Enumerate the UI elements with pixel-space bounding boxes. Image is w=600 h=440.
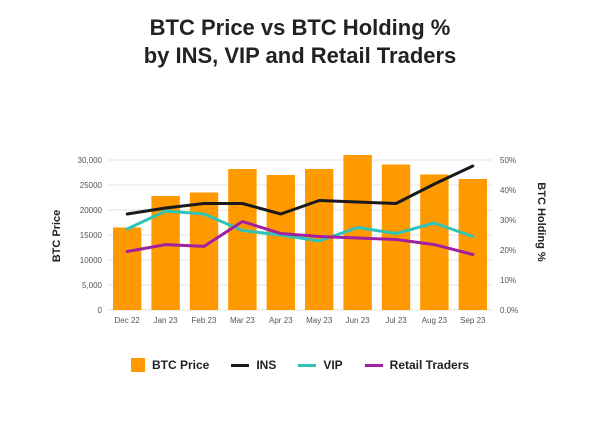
- chart-title-line1: BTC Price vs BTC Holding %: [149, 15, 451, 40]
- x-tick-label: Apr 23: [269, 316, 293, 325]
- left-tick-label: 0: [98, 306, 103, 315]
- right-tick-label: 10%: [500, 276, 516, 285]
- legend-swatch-retail: [364, 363, 383, 367]
- legend: BTC Price INS VIP Retail Traders: [0, 358, 600, 372]
- legend-label-vip: VIP: [323, 358, 343, 372]
- bar-btc-price: [381, 164, 411, 310]
- chart-title-line2: by INS, VIP and Retail Traders: [143, 43, 457, 68]
- bar-btc-price: [189, 192, 219, 310]
- left-tick-label: 10000: [80, 256, 103, 265]
- x-tick-label: Aug 23: [422, 316, 448, 325]
- bar-btc-price: [228, 169, 257, 310]
- x-tick-label: Jul 23: [385, 316, 407, 325]
- x-tick-label: Sep 23: [460, 316, 486, 325]
- legend-item-btc-price: BTC Price: [130, 358, 210, 372]
- right-tick-label: 20%: [500, 246, 516, 255]
- right-tick-label: 30%: [500, 216, 516, 225]
- left-tick-label: 30,000: [78, 156, 103, 165]
- x-tick-label: Dec 22: [115, 316, 141, 325]
- left-axis-title: BTC Price: [51, 210, 63, 263]
- bar-btc-price: [343, 155, 372, 310]
- line-vip: [125, 209, 475, 243]
- legend-swatch-btc-price: [130, 358, 145, 372]
- lines: [125, 164, 475, 256]
- left-tick-label: 15000: [80, 231, 103, 240]
- x-tick-label: Jan 23: [154, 316, 179, 325]
- bar-btc-price: [458, 179, 488, 310]
- tick-labels: 0 5,000 10000 15000 20000 25000 30,000 0.0% 10% 2…: [78, 156, 519, 325]
- legend-label-btc-price: BTC Price: [151, 358, 210, 372]
- legend-item-ins: INS: [231, 358, 276, 372]
- legend-swatch-ins: [231, 363, 250, 367]
- legend-item-retail: Retail Traders: [364, 358, 470, 372]
- right-tick-label: 50%: [500, 156, 516, 165]
- left-tick-label: 5,000: [82, 281, 103, 290]
- chart-title: BTC Price vs BTC Holding % by INS, VIP a…: [0, 14, 600, 70]
- right-tick-label: 40%: [500, 186, 516, 195]
- bar-btc-price: [112, 227, 142, 310]
- right-tick-label: 0.0%: [500, 306, 518, 315]
- line-retail-traders: [125, 220, 475, 256]
- x-tick-label: May 23: [306, 316, 333, 325]
- bar-btc-price: [266, 175, 296, 310]
- left-tick-label: 20000: [80, 206, 103, 215]
- legend-item-vip: VIP: [298, 358, 343, 372]
- x-tick-label: Feb 23: [192, 316, 217, 325]
- legend-label-ins: INS: [256, 358, 277, 372]
- left-tick-label: 25000: [80, 181, 103, 190]
- right-axis-title: BTC Holding %: [535, 182, 547, 262]
- bars: [112, 155, 488, 310]
- legend-label-retail: Retail Traders: [389, 358, 470, 372]
- legend-swatch-vip: [298, 363, 317, 367]
- x-tick-label: Mar 23: [230, 316, 255, 325]
- line-ins: [125, 164, 475, 216]
- x-tick-label: Jun 23: [346, 316, 371, 325]
